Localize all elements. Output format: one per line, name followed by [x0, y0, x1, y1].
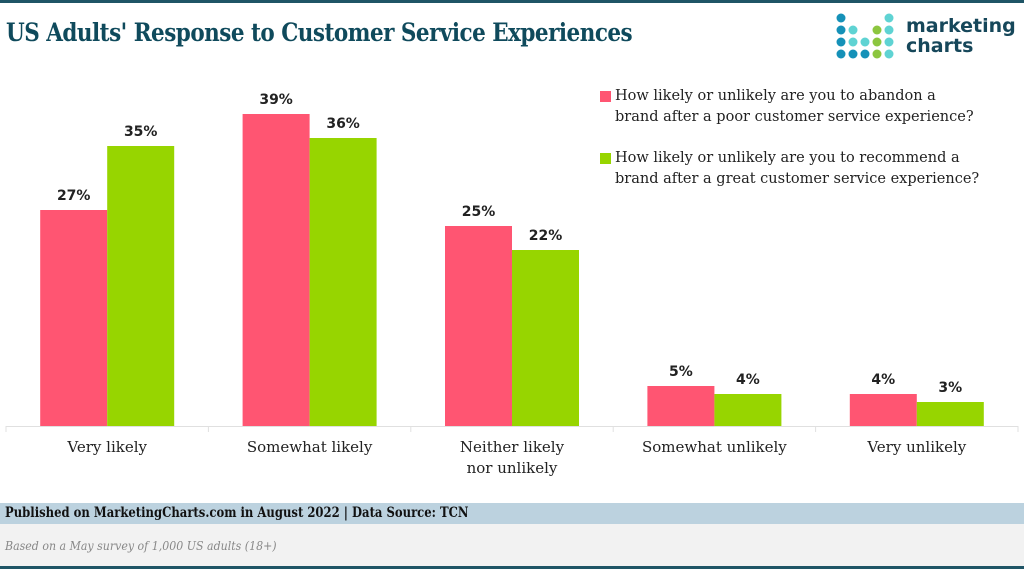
logo-dot [860, 49, 870, 59]
data-label: 22% [529, 228, 563, 244]
logo-dot [836, 25, 846, 35]
logo-dot [872, 25, 882, 35]
legend-swatch-abandon [600, 91, 611, 102]
data-label: 36% [326, 116, 360, 132]
logo-dot [836, 49, 846, 59]
x-tick-label: nor unlikely [467, 459, 558, 477]
bar-recommend [107, 146, 175, 426]
bar-recommend [916, 402, 984, 426]
footer-published: Published on MarketingCharts.com in Augu… [5, 505, 469, 521]
bottom-accent-bar [0, 566, 1024, 569]
logo-dot [884, 25, 894, 35]
bar-chart: 27% 35% Very likely 39% 36% Somewhat likely 25… [5, 92, 1019, 477]
x-tick-label: Somewhat likely [247, 438, 373, 456]
logo-dot [872, 37, 882, 47]
data-label: 4% [736, 372, 760, 388]
legend-label-line: brand after a poor customer service expe… [615, 109, 974, 125]
legend-label-line: brand after a great customer service exp… [615, 171, 980, 187]
top-accent-bar [0, 0, 1024, 3]
footer-note: Based on a May survey of 1,000 US adults… [5, 538, 277, 553]
x-tick-label: Somewhat unlikely [642, 438, 787, 456]
logo-dot [848, 25, 858, 35]
bar-abandon [445, 226, 512, 426]
logo-line-1: marketing [906, 15, 1016, 37]
logo-dot [872, 49, 882, 59]
logo-dot [860, 37, 870, 47]
footer-band [0, 503, 1024, 524]
data-label: 39% [259, 92, 293, 108]
logo-line-2: charts [906, 35, 974, 57]
bar-abandon [242, 114, 310, 426]
bar-recommend [714, 394, 782, 426]
chart-legend: How likely or unlikely are you to abando… [598, 86, 1018, 210]
logo-dot [884, 37, 894, 47]
x-tick-label: Neither likely [460, 438, 565, 456]
data-label: 3% [938, 380, 962, 396]
legend-swatch-recommend [600, 153, 611, 164]
logo-dot [884, 13, 894, 23]
logo-dot [848, 49, 858, 59]
logo-dot [836, 37, 846, 47]
bar-recommend [512, 250, 579, 426]
logo-text: marketing charts [906, 16, 1016, 56]
logo-dot [884, 49, 894, 59]
legend-label-line: How likely or unlikely are you to recomm… [615, 150, 960, 166]
logo-dot [836, 13, 846, 23]
logo-dot [848, 37, 858, 47]
bar-recommend [309, 138, 377, 426]
legend-label-line: How likely or unlikely are you to abando… [615, 88, 936, 104]
legend-item-abandon: How likely or unlikely are you to abando… [598, 86, 1018, 128]
data-label: 25% [462, 204, 496, 220]
chart-title: US Adults' Response to Customer Service … [6, 18, 633, 47]
x-tick-label: Very unlikely [866, 438, 966, 456]
logo-dots-icon [836, 13, 894, 59]
data-label: 5% [669, 364, 693, 380]
x-tick-label: Very likely [66, 438, 147, 456]
footer-note-band [0, 524, 1024, 566]
bar-abandon [40, 210, 108, 426]
data-label: 4% [871, 372, 895, 388]
data-label: 27% [57, 188, 91, 204]
bar-abandon [647, 386, 715, 426]
marketingcharts-logo: marketing charts [836, 12, 1024, 62]
legend-item-recommend: How likely or unlikely are you to recomm… [598, 148, 1018, 190]
bar-abandon [849, 394, 917, 426]
data-label: 35% [124, 124, 158, 140]
